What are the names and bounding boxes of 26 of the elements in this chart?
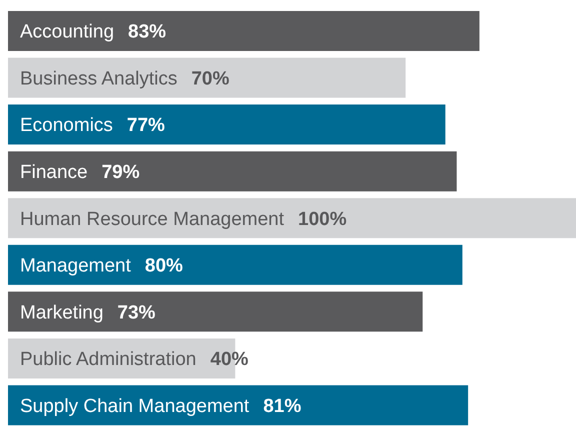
y-tick-label: Finance: [20, 162, 88, 183]
data-label: 40%: [210, 349, 249, 370]
bar: [8, 58, 406, 98]
bar: [8, 292, 423, 332]
y-tick-label: Marketing: [20, 302, 104, 324]
y-tick-label: Business Analytics: [20, 68, 178, 90]
y-tick-label: Accounting: [20, 22, 114, 43]
y-tick-label: Human Resource Management: [20, 208, 285, 230]
data-label: 83%: [128, 22, 166, 43]
bar: [8, 385, 468, 426]
data-label: 79%: [102, 162, 140, 183]
y-tick-label: Management: [20, 256, 132, 277]
bar: [8, 151, 457, 192]
y-tick-label: Public Administration: [20, 349, 196, 370]
data-label: 70%: [191, 68, 230, 90]
data-label: 100%: [298, 208, 347, 230]
data-label: 81%: [263, 396, 302, 417]
bar: [8, 198, 576, 238]
y-tick-label: Economics: [20, 115, 113, 136]
data-label: 77%: [126, 115, 166, 136]
bar: [8, 11, 480, 51]
bar: [8, 104, 446, 145]
y-tick-label: Supply Chain Management: [20, 396, 250, 417]
data-label: 73%: [117, 302, 156, 324]
data-label: 80%: [144, 256, 184, 277]
bar: [8, 244, 462, 285]
